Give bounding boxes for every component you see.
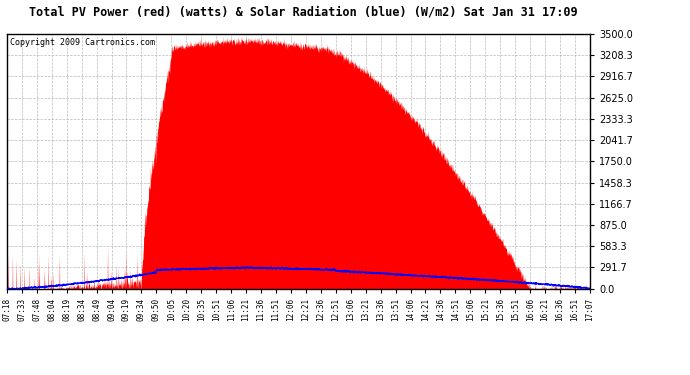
Text: Total PV Power (red) (watts) & Solar Radiation (blue) (W/m2) Sat Jan 31 17:09: Total PV Power (red) (watts) & Solar Rad… xyxy=(29,6,578,19)
Text: Copyright 2009 Cartronics.com: Copyright 2009 Cartronics.com xyxy=(10,38,155,46)
